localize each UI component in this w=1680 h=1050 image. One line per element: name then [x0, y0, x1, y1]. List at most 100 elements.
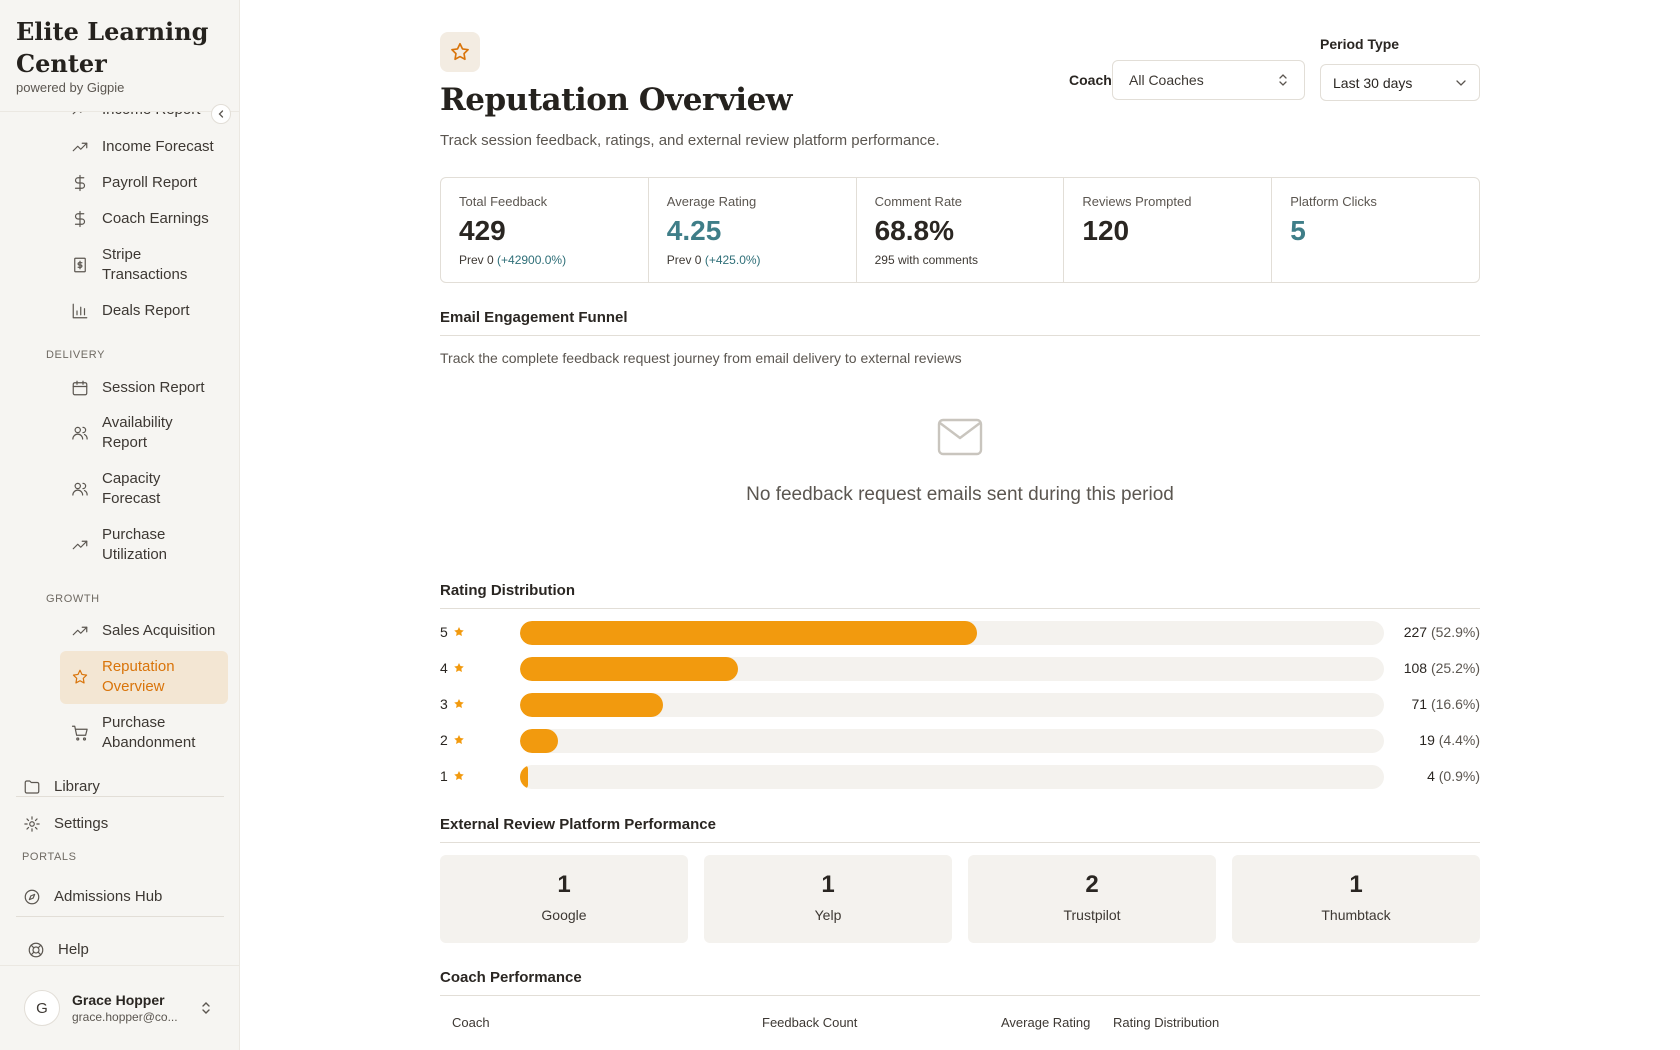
user-menu[interactable]: G Grace Hopper grace.hopper@co...	[0, 965, 240, 1050]
section-divider	[440, 995, 1480, 996]
bar-chart-icon	[70, 301, 90, 321]
sidebar-item-deals-report[interactable]: Deals Report	[70, 301, 220, 321]
dollar-icon	[70, 209, 90, 229]
sidebar-item-session-report[interactable]: Session Report	[70, 378, 220, 398]
page-subtitle: Track session feedback, ratings, and ext…	[440, 132, 940, 149]
sidebar-divider	[16, 796, 224, 797]
rating-stars-label: 5	[440, 624, 465, 640]
sidebar-item-label: Purchase Utilization	[102, 526, 168, 563]
coach-select-value: All Coaches	[1129, 72, 1204, 88]
page-title: Reputation Overview	[440, 82, 792, 118]
rating-star-count: 3	[440, 696, 448, 712]
trend-up-icon	[70, 535, 90, 555]
sidebar-item-capacity-forecast[interactable]: Capacity Forecast	[70, 469, 220, 509]
rating-bar-track	[520, 765, 1384, 789]
coach-select[interactable]: All Coaches	[1112, 60, 1305, 100]
rating-percent: (16.6%)	[1430, 696, 1480, 712]
rating-percent: (0.9%)	[1438, 768, 1480, 784]
rating-count: 227 (52.9%)	[1404, 624, 1480, 640]
chevron-up-down-icon	[202, 1002, 210, 1014]
collapse-sidebar-button[interactable]	[211, 104, 231, 124]
compass-icon	[22, 887, 42, 907]
sidebar-item-coach-earnings[interactable]: Coach Earnings	[70, 209, 220, 229]
sidebar-item-help[interactable]: Help	[26, 940, 226, 960]
stat-note: 295 with comments	[874, 253, 978, 267]
sidebar-item-availability-report[interactable]: Availability Report	[70, 413, 220, 453]
rating-bar-fill	[520, 621, 977, 645]
sidebar-item-reputation-overview[interactable]: Reputation Overview	[70, 657, 220, 697]
column-header-average-rating[interactable]: Average Rating	[1001, 1015, 1091, 1030]
rating-star-count: 1	[440, 768, 448, 784]
empty-state	[440, 418, 1480, 461]
star-icon	[70, 667, 90, 687]
platform-count: 2	[1085, 871, 1099, 898]
stat-prev: Prev 0	[459, 253, 494, 267]
platform-name: Google	[541, 907, 587, 923]
stat-reviews-prompted: Reviews Prompted 120	[1064, 178, 1273, 282]
sidebar-item-sales-acquisition[interactable]: Sales Acquisition	[70, 621, 220, 641]
rating-star-count: 4	[440, 660, 448, 676]
sidebar-item-label: Deals Report	[102, 302, 190, 319]
sidebar: Elite Learning Center powered by Gigpie …	[0, 0, 240, 1050]
avatar: G	[24, 990, 60, 1026]
rating-count: 4 (0.9%)	[1427, 768, 1480, 784]
platform-card-google: 1 Google	[440, 855, 688, 943]
empty-state-message: No feedback request emails sent during t…	[746, 484, 1174, 505]
stat-comment-rate: Comment Rate 68.8% 295 with comments	[857, 178, 1065, 282]
column-header-rating-distribution[interactable]: Rating Distribution	[1113, 1015, 1220, 1030]
chevron-left-icon	[218, 110, 224, 118]
stat-total-feedback: Total Feedback 429 Prev 0 (+42900.0%)	[441, 178, 649, 282]
sidebar-item-label: Reputation Overview	[102, 658, 175, 695]
period-type-select[interactable]: Last 30 days	[1320, 64, 1480, 101]
page-icon	[440, 32, 480, 72]
brand-title: Elite Learning Center	[16, 17, 209, 78]
rating-row: 3 71 (16.6%)	[440, 692, 1480, 718]
funnel-description: Track the complete feedback request jour…	[440, 350, 962, 366]
sidebar-item-payroll-report[interactable]: Payroll Report	[70, 173, 220, 193]
lifebuoy-icon	[26, 940, 46, 960]
rating-bar-fill	[520, 765, 528, 789]
sidebar-item-purchase-utilization[interactable]: Purchase Utilization	[70, 525, 220, 565]
section-label-delivery: DELIVERY	[46, 349, 106, 361]
star-icon	[454, 663, 464, 673]
sidebar-item-purchase-abandonment[interactable]: Purchase Abandonment	[70, 713, 220, 753]
platform-card-thumbtack: 1 Thumbtack	[1232, 855, 1480, 943]
sidebar-item-settings[interactable]: Settings	[22, 814, 222, 834]
stat-label: Reviews Prompted	[1082, 194, 1192, 209]
platform-name: Thumbtack	[1321, 907, 1391, 923]
sidebar-item-income-report[interactable]: Income Report	[70, 112, 220, 120]
stat-label: Average Rating	[666, 194, 757, 209]
sidebar-item-income-forecast[interactable]: Income Forecast	[70, 137, 220, 157]
user-email: grace.hopper@co...	[72, 1010, 178, 1024]
rating-percent: (25.2%)	[1430, 660, 1480, 676]
rating-stars-label: 1	[440, 768, 465, 784]
star-icon	[454, 735, 464, 745]
rating-bar-track	[520, 621, 1384, 645]
sidebar-item-stripe-transactions[interactable]: Stripe Transactions	[70, 245, 220, 285]
sidebar-item-label: Settings	[54, 815, 109, 832]
rating-bar-track	[520, 657, 1384, 681]
sidebar-item-label: Stripe Transactions	[102, 246, 188, 283]
sidebar-nav[interactable]: Income Report Income Forecast Payroll Re…	[0, 112, 240, 962]
platform-name: Trustpilot	[1063, 907, 1121, 923]
stat-value: 429	[459, 215, 506, 246]
user-name: Grace Hopper	[72, 992, 165, 1008]
rating-row: 1 4 (0.9%)	[440, 764, 1480, 790]
column-header-coach[interactable]: Coach	[452, 1015, 490, 1030]
sidebar-item-admissions-hub[interactable]: Admissions Hub	[22, 887, 222, 907]
stat-value: 4.25	[666, 215, 722, 246]
platform-count: 1	[821, 871, 835, 898]
platform-card-yelp: 1 Yelp	[704, 855, 952, 943]
sidebar-item-library[interactable]: Library	[22, 777, 222, 797]
trend-up-icon	[70, 137, 90, 157]
stat-label: Comment Rate	[874, 194, 963, 209]
stat-prev: Prev 0	[666, 253, 702, 267]
column-header-feedback-count[interactable]: Feedback Count	[762, 1015, 858, 1030]
rating-row: 5 227 (52.9%)	[440, 620, 1480, 646]
rating-star-count: 5	[440, 624, 448, 640]
users-icon	[70, 423, 90, 443]
rating-count: 71 (16.6%)	[1412, 696, 1481, 712]
brand-divider	[0, 111, 240, 112]
stat-value: 68.8%	[874, 215, 954, 246]
stat-label: Total Feedback	[459, 194, 548, 209]
